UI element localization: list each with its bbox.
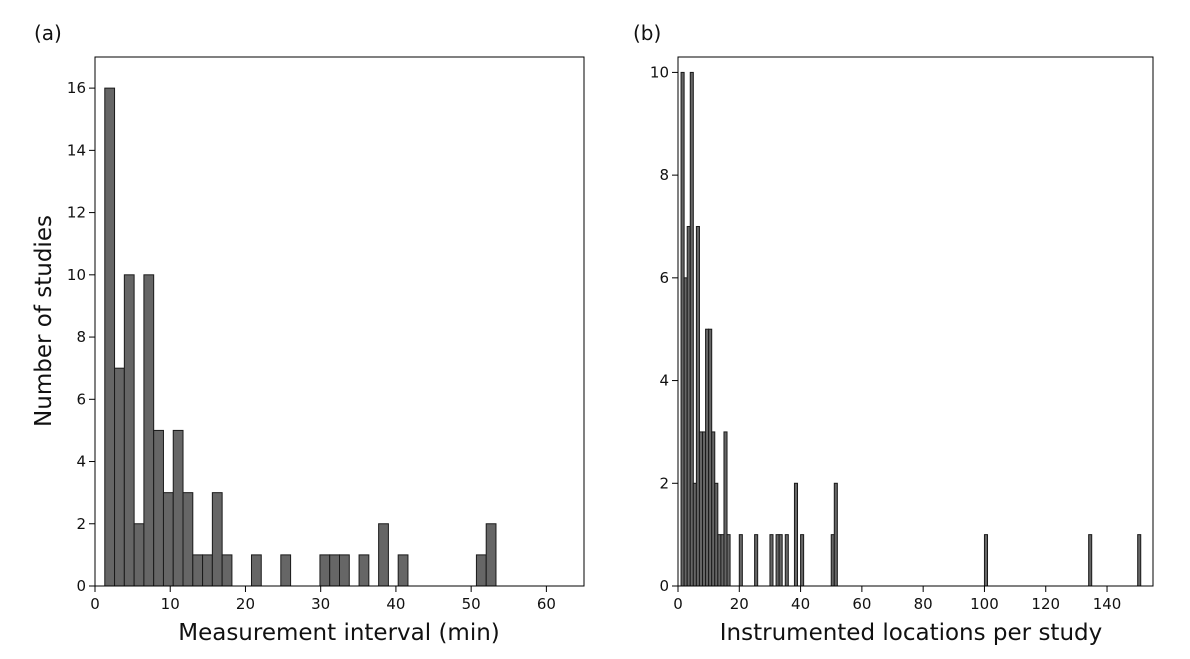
panel-a-x-tick-label: 50	[462, 595, 481, 613]
panel-a-bar-22	[485, 523, 497, 587]
panel-a-x-tick-label: 20	[236, 595, 255, 613]
panel-b-bar-28	[1137, 534, 1142, 587]
panel-b-bar-16	[738, 534, 743, 587]
panel-a-y-tick-label: 10	[67, 266, 86, 284]
panel-b-x-tick-label: 40	[791, 595, 810, 613]
panel-b-bar-17	[754, 534, 759, 587]
panel-b-label: (b)	[633, 21, 661, 45]
panel-a-bar-18	[358, 554, 370, 587]
panel-b-bars	[680, 71, 1142, 587]
panel-a-x-tick-label: 60	[537, 595, 556, 613]
panel-a-bar-13	[250, 554, 262, 587]
panel-a-bars	[104, 87, 497, 587]
panel-b-x-tick-label: 80	[914, 595, 933, 613]
panel-a-bar-11	[211, 492, 223, 587]
panel-a-x-tick-label: 30	[311, 595, 330, 613]
panel-a-bar-5	[153, 429, 164, 587]
panel-a-plot-frame	[94, 56, 585, 587]
panel-a-bar-8	[182, 492, 194, 587]
panel-b-x-tick-label: 100	[970, 595, 999, 613]
panel-b-bar-27	[1088, 534, 1093, 587]
panel-a-x-ticks: 0 10 20 30 40 50 60	[90, 586, 556, 613]
panel-b-x-tick-label: 60	[852, 595, 871, 613]
panel-b-y-tick-label: 6	[659, 269, 669, 287]
panel-a-y-tick-label: 8	[76, 328, 86, 346]
panel-b-bar-21	[784, 534, 789, 587]
panel-a-bar-10	[202, 554, 213, 587]
panel-a-label: (a)	[34, 21, 62, 45]
panel-a-bar-4	[143, 274, 155, 587]
panel-a-y-tick-label: 4	[76, 453, 86, 471]
panel-a-x-axis-label: Measurement interval (min)	[178, 620, 500, 646]
panel-b-y-tick-label: 10	[650, 63, 669, 81]
panel-b-bar-26	[983, 534, 989, 587]
panel-a-x-tick-label: 0	[90, 595, 100, 613]
panel-a-y-tick-label: 16	[67, 79, 86, 97]
panel-a-bar-2	[123, 274, 135, 587]
panel-a-bar-3	[133, 523, 145, 587]
panel-b-x-tick-label: 140	[1093, 595, 1122, 613]
panel-a-y-ticks: 0 2 4 6 8 10 12 14 16	[67, 79, 95, 595]
panel-b-x-tick-label: 0	[673, 595, 683, 613]
panel-a-y-axis-label: Number of studies	[31, 215, 57, 427]
panel-b-bar-15	[726, 534, 731, 587]
panel-b-y-tick-label: 8	[659, 166, 669, 184]
panel-a-x-tick-label: 40	[386, 595, 405, 613]
panel-b-bar-23	[800, 534, 805, 587]
panel-a-bar-14	[280, 554, 292, 587]
panel-b-y-tick-label: 2	[659, 474, 669, 492]
panel-b-x-tick-label: 20	[730, 595, 749, 613]
panel-a-y-tick-label: 6	[76, 390, 86, 408]
panel-a-bar-17	[339, 554, 350, 587]
panel-a-bar-1	[114, 367, 125, 587]
panel-b-plot-frame	[677, 56, 1154, 587]
panel-a-bar-9	[192, 554, 204, 587]
panel-a-measurement-interval: (a) 0 2 4 6 8 10 12 14 16 0 10 20 30 40 50 60 Measurem…	[31, 21, 585, 646]
panel-b-bar-20	[778, 534, 783, 587]
panel-b-x-tick-label: 120	[1031, 595, 1060, 613]
panel-a-y-tick-label: 2	[76, 515, 86, 533]
panel-a-bar-19	[378, 523, 389, 587]
panel-a-bar-6	[162, 492, 174, 587]
panel-b-y-ticks: 0 2 4 6 8 10	[650, 63, 678, 595]
panel-a-y-tick-label: 14	[67, 141, 86, 159]
panel-b-bar-18	[769, 534, 774, 587]
panel-b-x-ticks: 0 20 40 60 80 100 120 140	[673, 586, 1121, 613]
panel-b-bar-25	[833, 482, 838, 587]
panel-b-y-tick-label: 4	[659, 372, 669, 390]
panel-a-bar-0	[104, 87, 116, 587]
panel-a-bar-15	[319, 554, 331, 587]
panel-a-y-tick-label: 12	[67, 204, 86, 222]
panel-a-bar-21	[475, 554, 487, 587]
panel-b-x-axis-label: Instrumented locations per study	[720, 620, 1102, 646]
panel-b-instrumented-locations: (b) 0 2 4 6 8 10 0 20 40 60 80 100 120 140 Instrumen…	[633, 21, 1154, 646]
panel-a-x-tick-label: 10	[161, 595, 180, 613]
panel-b-bar-22	[793, 482, 799, 587]
panel-a-bar-16	[329, 554, 341, 587]
panel-b-y-tick-label: 0	[659, 577, 669, 595]
panel-a-bar-12	[221, 554, 233, 587]
panel-a-y-tick-label: 0	[76, 577, 86, 595]
panel-a-bar-20	[397, 554, 409, 587]
panel-a-bar-7	[172, 429, 184, 587]
